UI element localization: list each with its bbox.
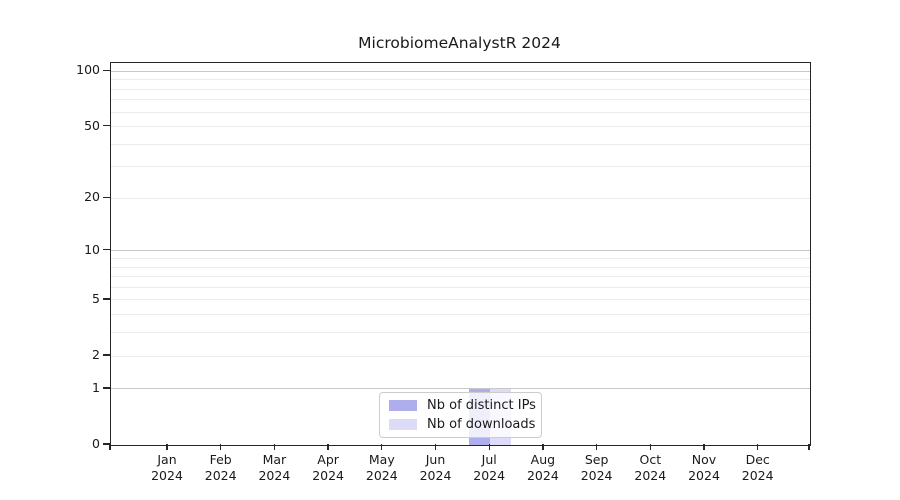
x-tick-label: Jan 2024 (151, 452, 183, 483)
x-axis-tick (703, 444, 705, 450)
x-axis-edge-tick (808, 444, 810, 450)
x-tick-label: Jun 2024 (419, 452, 452, 483)
legend-item-distinct-ips: Nb of distinct IPs (389, 397, 536, 414)
legend-label: Nb of downloads (427, 417, 536, 433)
y-tick-label: 50 (84, 117, 100, 133)
minor-gridline (111, 276, 810, 278)
x-axis-tick (542, 444, 544, 450)
x-tick-label: Sep 2024 (580, 452, 613, 483)
major-gridline (111, 250, 810, 252)
x-axis-edge-tick (109, 444, 111, 450)
y-tick-label: 100 (76, 62, 100, 78)
x-tick-label: Jul 2024 (473, 452, 506, 483)
legend-swatch-downloads-icon (389, 419, 417, 431)
y-axis-tick (103, 354, 110, 356)
y-axis-tick (103, 443, 110, 445)
y-axis-tick (103, 298, 110, 300)
minor-gridline (111, 299, 810, 301)
x-axis-tick (649, 444, 651, 450)
minor-gridline (111, 257, 810, 259)
y-axis-tick (103, 249, 110, 251)
plot-area (110, 62, 811, 446)
x-tick-label: Aug 2024 (526, 452, 559, 483)
major-gridline (111, 70, 810, 72)
x-axis-tick (757, 444, 759, 450)
chart-title: MicrobiomeAnalystR 2024 (358, 34, 561, 52)
x-axis-tick (434, 444, 437, 450)
minor-gridline (111, 197, 810, 199)
minor-gridline (111, 286, 810, 288)
y-tick-label: 2 (92, 347, 100, 362)
x-axis-tick (381, 444, 383, 450)
legend-item-downloads: Nb of downloads (389, 417, 536, 434)
minor-gridline (111, 111, 810, 113)
x-tick-label: Mar 2024 (258, 452, 291, 483)
x-axis-tick (327, 444, 329, 450)
minor-gridline (111, 126, 810, 128)
minor-gridline (111, 79, 810, 81)
minor-gridline (111, 99, 810, 101)
major-gridline (111, 388, 810, 390)
minor-gridline (111, 355, 810, 357)
x-axis-tick (273, 444, 276, 450)
x-tick-label: Apr 2024 (312, 452, 344, 483)
x-axis-tick (488, 444, 490, 450)
minor-gridline (111, 332, 810, 334)
minor-gridline (111, 166, 810, 168)
x-axis-tick (166, 444, 168, 450)
legend-swatch-distinct-ips-icon (389, 399, 417, 411)
y-axis-tick (103, 196, 110, 199)
y-tick-label: 0 (92, 436, 100, 451)
x-tick-label: Oct 2024 (634, 452, 667, 483)
minor-gridline (111, 266, 810, 268)
minor-gridline (111, 88, 810, 90)
y-axis-tick (103, 124, 110, 127)
y-tick-label: 1 (92, 379, 100, 395)
y-axis-tick (103, 69, 110, 71)
minor-gridline (111, 314, 810, 316)
x-tick-label: Nov 2024 (688, 452, 720, 483)
legend: Nb of distinct IPs Nb of downloads (379, 392, 542, 438)
y-tick-label: 20 (84, 189, 100, 205)
x-tick-label: Feb 2024 (204, 452, 237, 483)
x-tick-label: May 2024 (365, 452, 398, 483)
minor-gridline (111, 143, 810, 145)
y-tick-label: 5 (92, 290, 100, 306)
x-tick-label: Dec 2024 (741, 452, 774, 483)
y-axis-tick (103, 387, 110, 389)
y-tick-label: 10 (84, 241, 100, 257)
x-axis-tick (220, 444, 222, 450)
x-axis-tick (595, 444, 598, 450)
legend-label: Nb of distinct IPs (427, 397, 536, 413)
